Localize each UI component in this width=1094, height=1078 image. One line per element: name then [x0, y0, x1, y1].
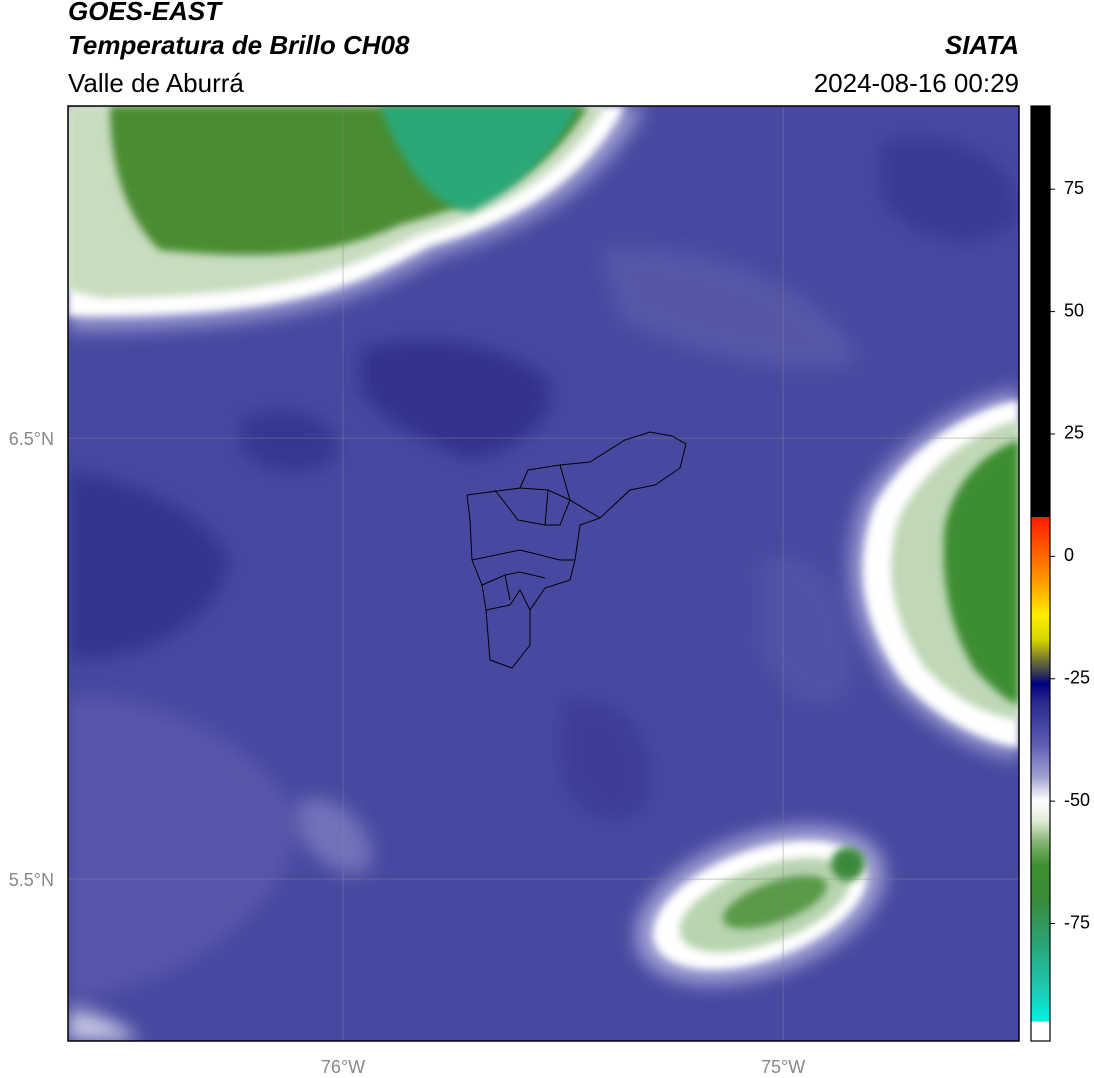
map-field — [68, 106, 1019, 1041]
x-tick-label: 76°W — [321, 1057, 365, 1077]
x-tick-label: 75°W — [761, 1057, 805, 1077]
region: Valle de Aburrá — [68, 68, 244, 98]
colorbar-tick-label: -75 — [1064, 912, 1090, 932]
dark-patches — [68, 137, 1019, 822]
light-patches — [68, 248, 860, 1041]
municipal-boundaries — [466, 431, 687, 669]
subtitle: Temperatura de Brillo CH08 — [68, 30, 410, 60]
colorbar-tick-label: 75 — [1064, 178, 1084, 198]
source: SIATA — [945, 30, 1019, 60]
title: GOES-EAST — [68, 0, 223, 26]
y-tick-label: 6.5°N — [9, 429, 54, 449]
colorbar-tick-label: -25 — [1064, 667, 1090, 687]
map-frame — [67, 105, 1020, 1042]
colorbar-tick-label: 0 — [1064, 545, 1074, 565]
colorbar-tick-label: 50 — [1064, 300, 1084, 320]
colorbar-tick-label: -50 — [1064, 790, 1090, 810]
y-tick-label: 5.5°N — [9, 870, 54, 890]
datetime: 2024-08-16 00:29 — [814, 68, 1019, 98]
colorbar: 75 50 25 0 -25 -50 -75 — [1030, 105, 1090, 1042]
colorbar-fill — [1031, 106, 1050, 1041]
cloud-north-west — [68, 106, 645, 330]
colorbar-frame — [1030, 105, 1051, 1042]
cloud-east — [849, 388, 1019, 760]
colorbar-tick-label: 25 — [1064, 423, 1084, 443]
graticule — [68, 106, 1019, 1041]
cloud-south-east — [635, 825, 885, 985]
